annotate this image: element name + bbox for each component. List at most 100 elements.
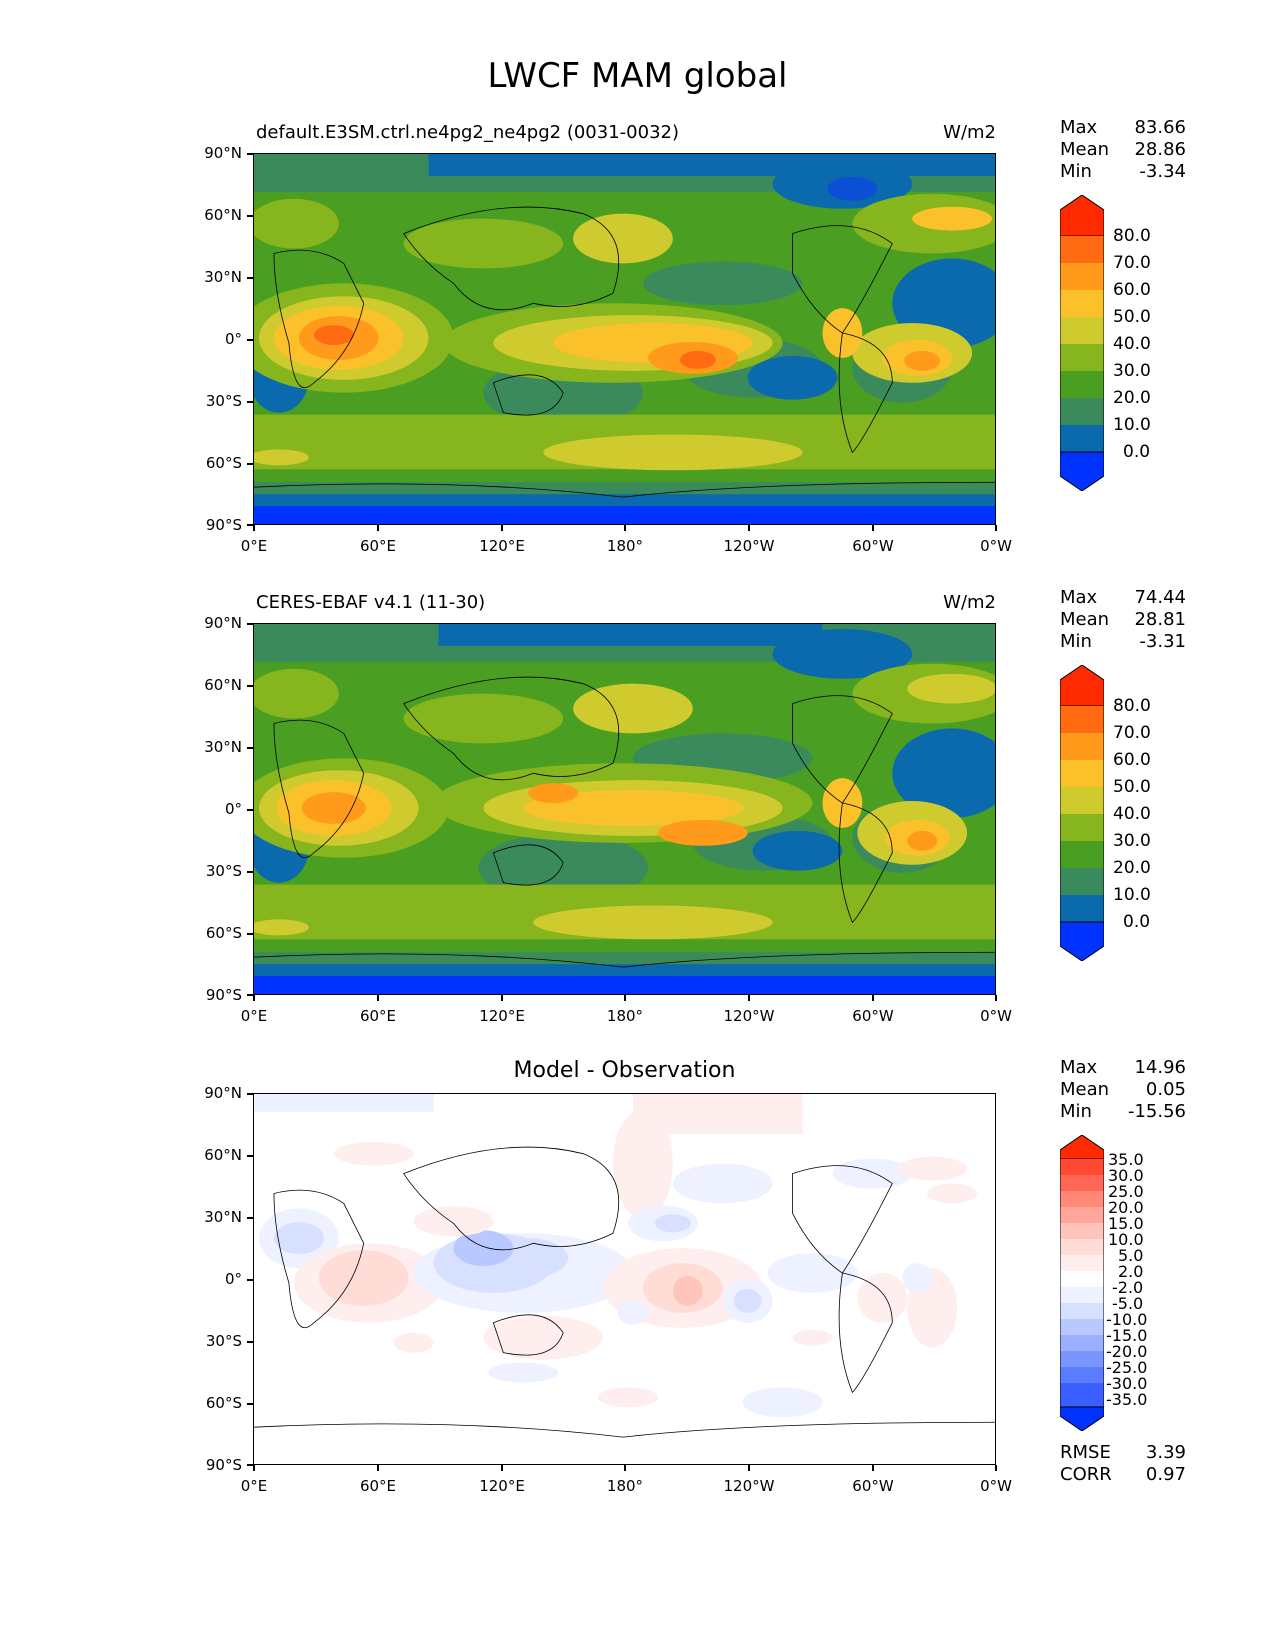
tick bbox=[253, 525, 255, 531]
colorbar-label: 20.0 bbox=[1108, 1198, 1144, 1217]
tick bbox=[377, 525, 379, 531]
lat-label: 30°S bbox=[205, 862, 242, 880]
lon-label: 120°E bbox=[479, 1007, 525, 1025]
map-model bbox=[253, 153, 996, 525]
colorbar-label: 60.0 bbox=[1113, 750, 1151, 770]
colorbar-label: 35.0 bbox=[1108, 1150, 1144, 1169]
panel-left-title: default.E3SM.ctrl.ne4pg2_ne4pg2 (0031-00… bbox=[256, 122, 679, 143]
colorbar-label: 20.0 bbox=[1113, 388, 1151, 408]
stat-max-value: 14.96 bbox=[1134, 1057, 1186, 1078]
colorbar-label: 80.0 bbox=[1113, 226, 1151, 246]
tick bbox=[247, 277, 253, 279]
panel-observation: CERES-EBAF v4.1 (11-30) W/m2 bbox=[0, 470, 1275, 1025]
colorbar bbox=[1060, 1135, 1104, 1431]
colorbar-label: 0.0 bbox=[1123, 442, 1151, 462]
stat-min-value: -3.34 bbox=[1139, 161, 1186, 182]
colorbar-label: 70.0 bbox=[1113, 253, 1151, 273]
stat-max-value: 74.44 bbox=[1134, 587, 1186, 608]
lon-label: 120°W bbox=[723, 537, 775, 555]
lon-label: 0°E bbox=[240, 1007, 268, 1025]
colorbar-label: -10.0 bbox=[1106, 1310, 1148, 1329]
lat-label: 90°S bbox=[205, 1456, 242, 1474]
rmse-value: 3.39 bbox=[1145, 1442, 1186, 1463]
tick bbox=[995, 1465, 997, 1471]
lat-label: 60°N bbox=[204, 206, 242, 224]
colorbar-label: 40.0 bbox=[1113, 334, 1151, 354]
lon-label: 60°E bbox=[359, 1007, 397, 1025]
lon-label: 0°W bbox=[980, 1007, 1012, 1025]
panel-model: default.E3SM.ctrl.ne4pg2_ne4pg2 (0031-00… bbox=[0, 0, 1275, 555]
stat-mean-label: Mean bbox=[1060, 139, 1110, 160]
lat-label: 60°N bbox=[204, 676, 242, 694]
lon-label: 120°E bbox=[479, 537, 525, 555]
colorbar-label: -30.0 bbox=[1106, 1374, 1148, 1393]
colorbar-label: 30.0 bbox=[1113, 361, 1151, 381]
tick bbox=[501, 1465, 503, 1471]
tick bbox=[624, 1465, 626, 1471]
tick bbox=[247, 215, 253, 217]
tick bbox=[247, 871, 253, 873]
tick bbox=[253, 995, 255, 1001]
tick bbox=[501, 995, 503, 1001]
colorbar-label: 30.0 bbox=[1113, 831, 1151, 851]
lat-label: 90°N bbox=[204, 144, 242, 162]
tick bbox=[377, 1465, 379, 1471]
stat-min-value: -3.31 bbox=[1139, 631, 1186, 652]
lon-label: 180° bbox=[606, 1007, 644, 1025]
colorbar-label: -20.0 bbox=[1106, 1342, 1148, 1361]
stat-max-label: Max bbox=[1060, 117, 1098, 138]
tick bbox=[253, 1465, 255, 1471]
colorbar-label: 80.0 bbox=[1113, 696, 1151, 716]
colorbar-label: 2.0 bbox=[1118, 1262, 1144, 1281]
tick bbox=[247, 153, 253, 155]
panel-center-title: Model - Observation bbox=[513, 1058, 736, 1083]
tick bbox=[501, 525, 503, 531]
colorbar-label: 20.0 bbox=[1113, 858, 1151, 878]
stat-min-label: Min bbox=[1060, 631, 1092, 652]
map-difference bbox=[253, 1093, 996, 1465]
lon-label: 60°W bbox=[852, 1007, 894, 1025]
colorbar-label: -15.0 bbox=[1106, 1326, 1148, 1345]
colorbar-label: 25.0 bbox=[1108, 1182, 1144, 1201]
tick bbox=[247, 1341, 253, 1343]
lat-label: 90°N bbox=[204, 614, 242, 632]
colorbar-label: 50.0 bbox=[1113, 777, 1151, 797]
tick bbox=[872, 1465, 874, 1471]
units-label: W/m2 bbox=[943, 592, 996, 613]
tick bbox=[247, 339, 253, 341]
panel-left-title: CERES-EBAF v4.1 (11-30) bbox=[256, 592, 486, 613]
tick bbox=[624, 995, 626, 1001]
tick bbox=[247, 1464, 253, 1466]
tick bbox=[247, 401, 253, 403]
colorbar bbox=[1060, 195, 1104, 491]
colorbar bbox=[1060, 665, 1104, 961]
lon-label: 0°E bbox=[240, 537, 268, 555]
tick bbox=[624, 525, 626, 531]
panel-difference: Model - Observation bbox=[0, 940, 1275, 1495]
lon-label: 120°W bbox=[723, 1007, 775, 1025]
tick bbox=[247, 994, 253, 996]
lat-label: 60°S bbox=[205, 454, 242, 472]
stat-max-label: Max bbox=[1060, 587, 1098, 608]
tick bbox=[247, 623, 253, 625]
tick bbox=[995, 995, 997, 1001]
stat-mean-value: 0.05 bbox=[1145, 1079, 1186, 1100]
lat-label: 0° bbox=[224, 330, 242, 348]
lon-label: 120°W bbox=[723, 1477, 775, 1495]
lon-label: 0°W bbox=[980, 537, 1012, 555]
tick bbox=[247, 524, 253, 526]
colorbar-label: 10.0 bbox=[1113, 885, 1151, 905]
colorbar-label: 60.0 bbox=[1113, 280, 1151, 300]
stat-min-label: Min bbox=[1060, 1101, 1092, 1122]
stat-mean-value: 28.81 bbox=[1134, 609, 1186, 630]
tick bbox=[247, 1155, 253, 1157]
tick bbox=[247, 685, 253, 687]
colorbar-label: 30.0 bbox=[1108, 1166, 1144, 1185]
lat-label: 60°N bbox=[204, 1146, 242, 1164]
tick bbox=[247, 1279, 253, 1281]
colorbar-label: -25.0 bbox=[1106, 1358, 1148, 1377]
colorbar-label: 10.0 bbox=[1108, 1230, 1144, 1249]
lat-label: 30°N bbox=[204, 1208, 242, 1226]
lat-label: 60°S bbox=[205, 1394, 242, 1412]
colorbar-label: -2.0 bbox=[1112, 1278, 1144, 1297]
